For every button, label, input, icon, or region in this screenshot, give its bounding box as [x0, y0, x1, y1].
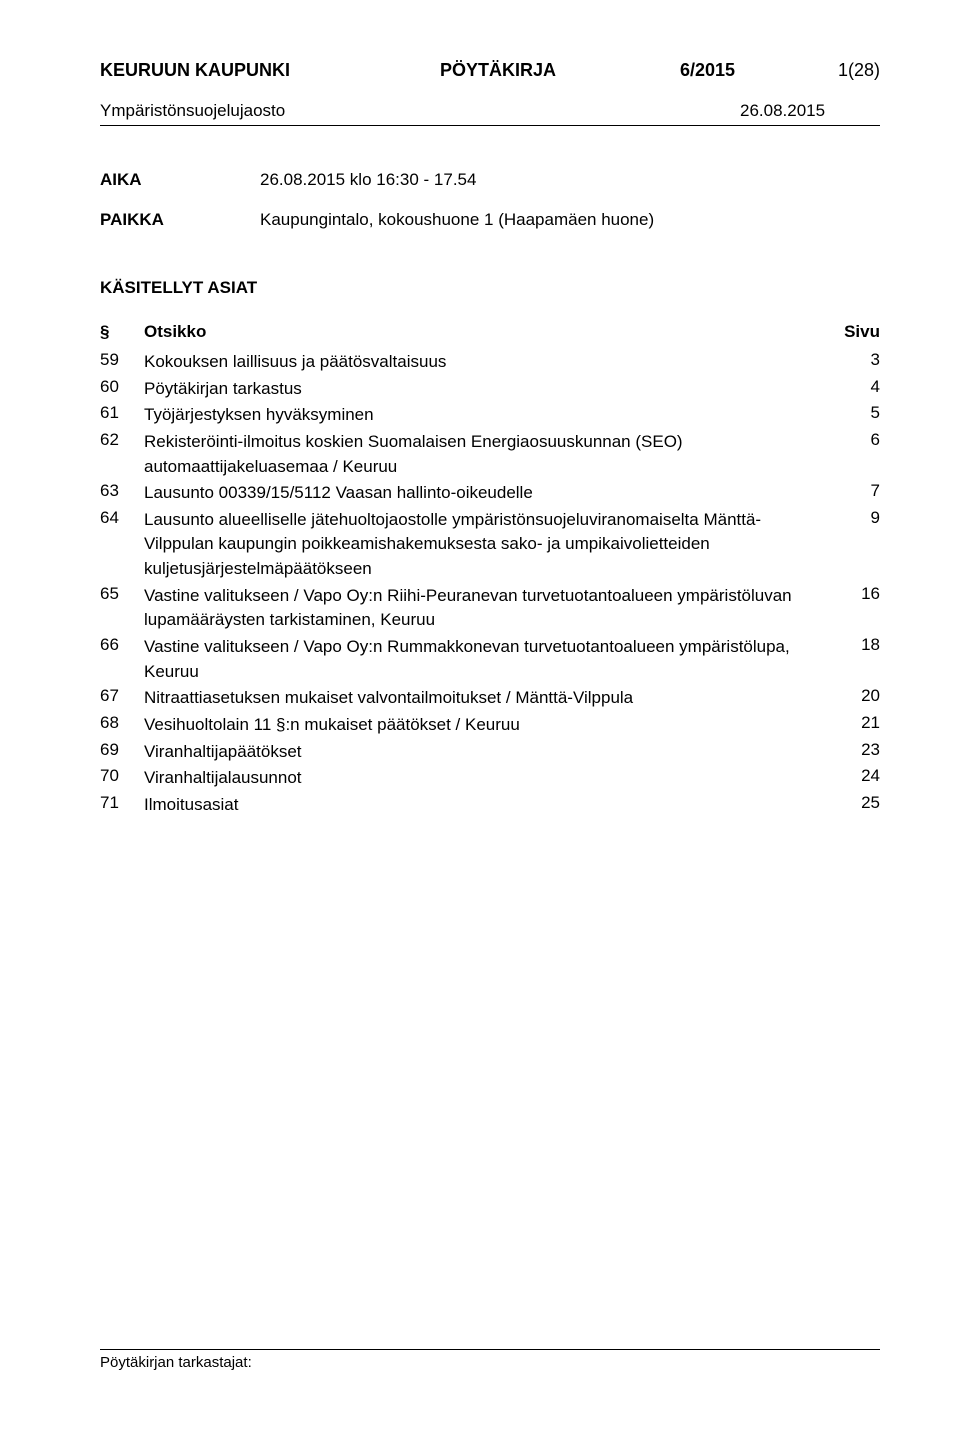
handled-matters-heading: KÄSITELLYT ASIAT: [100, 278, 880, 298]
page-count: 1(28): [820, 60, 880, 81]
paikka-label: PAIKKA: [100, 210, 260, 230]
toc-item-title: Pöytäkirjan tarkastus: [144, 377, 820, 402]
toc-item-title: Lausunto 00339/15/5112 Vaasan hallinto-o…: [144, 481, 820, 506]
toc-item-title: Työjärjestyksen hyväksyminen: [144, 403, 820, 428]
toc-item: 64Lausunto alueelliselle jätehuoltojaost…: [100, 508, 880, 582]
toc-item-page: 7: [820, 481, 880, 501]
toc-item: 63Lausunto 00339/15/5112 Vaasan hallinto…: [100, 481, 880, 506]
toc-body: 59Kokouksen laillisuus ja päätösvaltaisu…: [100, 350, 880, 818]
toc-item-number: 61: [100, 403, 144, 423]
toc-item-page: 25: [820, 793, 880, 813]
paikka-value: Kaupungintalo, kokoushuone 1 (Haapamäen …: [260, 210, 654, 230]
footer-text: Pöytäkirjan tarkastajat:: [100, 1349, 880, 1371]
toc-item-page: 21: [820, 713, 880, 733]
toc-item: 62Rekisteröinti-ilmoitus koskien Suomala…: [100, 430, 880, 479]
toc-item-page: 24: [820, 766, 880, 786]
toc-item-number: 71: [100, 793, 144, 813]
toc-item-title: Nitraattiasetuksen mukaiset valvontailmo…: [144, 686, 820, 711]
committee-name: Ympäristönsuojelujaosto: [100, 101, 680, 121]
toc-item-title: Vastine valitukseen / Vapo Oy:n Rummakko…: [144, 635, 820, 684]
toc-item-number: 68: [100, 713, 144, 733]
toc-item: 69Viranhaltijapäätökset23: [100, 740, 880, 765]
toc-item-number: 67: [100, 686, 144, 706]
toc-item: 66Vastine valitukseen / Vapo Oy:n Rummak…: [100, 635, 880, 684]
toc-item-page: 3: [820, 350, 880, 370]
toc-item: 71Ilmoitusasiat25: [100, 793, 880, 818]
toc-item-page: 6: [820, 430, 880, 450]
toc-item-number: 66: [100, 635, 144, 655]
toc-item: 65Vastine valitukseen / Vapo Oy:n Riihi-…: [100, 584, 880, 633]
toc-item-title: Viranhaltijapäätökset: [144, 740, 820, 765]
toc-item: 68Vesihuoltolain 11 §:n mukaiset päätöks…: [100, 713, 880, 738]
toc-item: 70Viranhaltijalausunnot24: [100, 766, 880, 791]
toc-item-number: 62: [100, 430, 144, 450]
page-head: Sivu: [820, 322, 880, 342]
title-head: Otsikko: [144, 322, 820, 342]
toc-item-page: 18: [820, 635, 880, 655]
aika-value: 26.08.2015 klo 16:30 - 17.54: [260, 170, 476, 190]
toc-item-title: Lausunto alueelliselle jätehuoltojaostol…: [144, 508, 820, 582]
toc-item-number: 59: [100, 350, 144, 370]
toc-item-page: 23: [820, 740, 880, 760]
toc-item-number: 69: [100, 740, 144, 760]
toc-item-number: 63: [100, 481, 144, 501]
toc-item-page: 20: [820, 686, 880, 706]
toc-item: 60Pöytäkirjan tarkastus4: [100, 377, 880, 402]
doc-type: PÖYTÄKIRJA: [340, 60, 680, 81]
toc-item-title: Kokouksen laillisuus ja päätösvaltaisuus: [144, 350, 820, 375]
toc-item-title: Ilmoitusasiat: [144, 793, 820, 818]
section-symbol: §: [100, 322, 144, 342]
toc-item-page: 4: [820, 377, 880, 397]
toc-item-number: 65: [100, 584, 144, 604]
toc-item: 59Kokouksen laillisuus ja päätösvaltaisu…: [100, 350, 880, 375]
toc-item-title: Rekisteröinti-ilmoitus koskien Suomalais…: [144, 430, 820, 479]
toc-item-title: Viranhaltijalausunnot: [144, 766, 820, 791]
toc-item-page: 9: [820, 508, 880, 528]
doc-number: 6/2015: [680, 60, 820, 81]
toc-item: 61Työjärjestyksen hyväksyminen5: [100, 403, 880, 428]
toc-item-number: 64: [100, 508, 144, 528]
toc-item-page: 16: [820, 584, 880, 604]
toc-item-number: 60: [100, 377, 144, 397]
org-name: KEURUUN KAUPUNKI: [100, 60, 340, 81]
meeting-date: 26.08.2015: [680, 101, 880, 121]
toc-item: 67Nitraattiasetuksen mukaiset valvontail…: [100, 686, 880, 711]
toc-item-number: 70: [100, 766, 144, 786]
aika-label: AIKA: [100, 170, 260, 190]
toc-item-page: 5: [820, 403, 880, 423]
toc-item-title: Vastine valitukseen / Vapo Oy:n Riihi-Pe…: [144, 584, 820, 633]
toc-item-title: Vesihuoltolain 11 §:n mukaiset päätökset…: [144, 713, 820, 738]
